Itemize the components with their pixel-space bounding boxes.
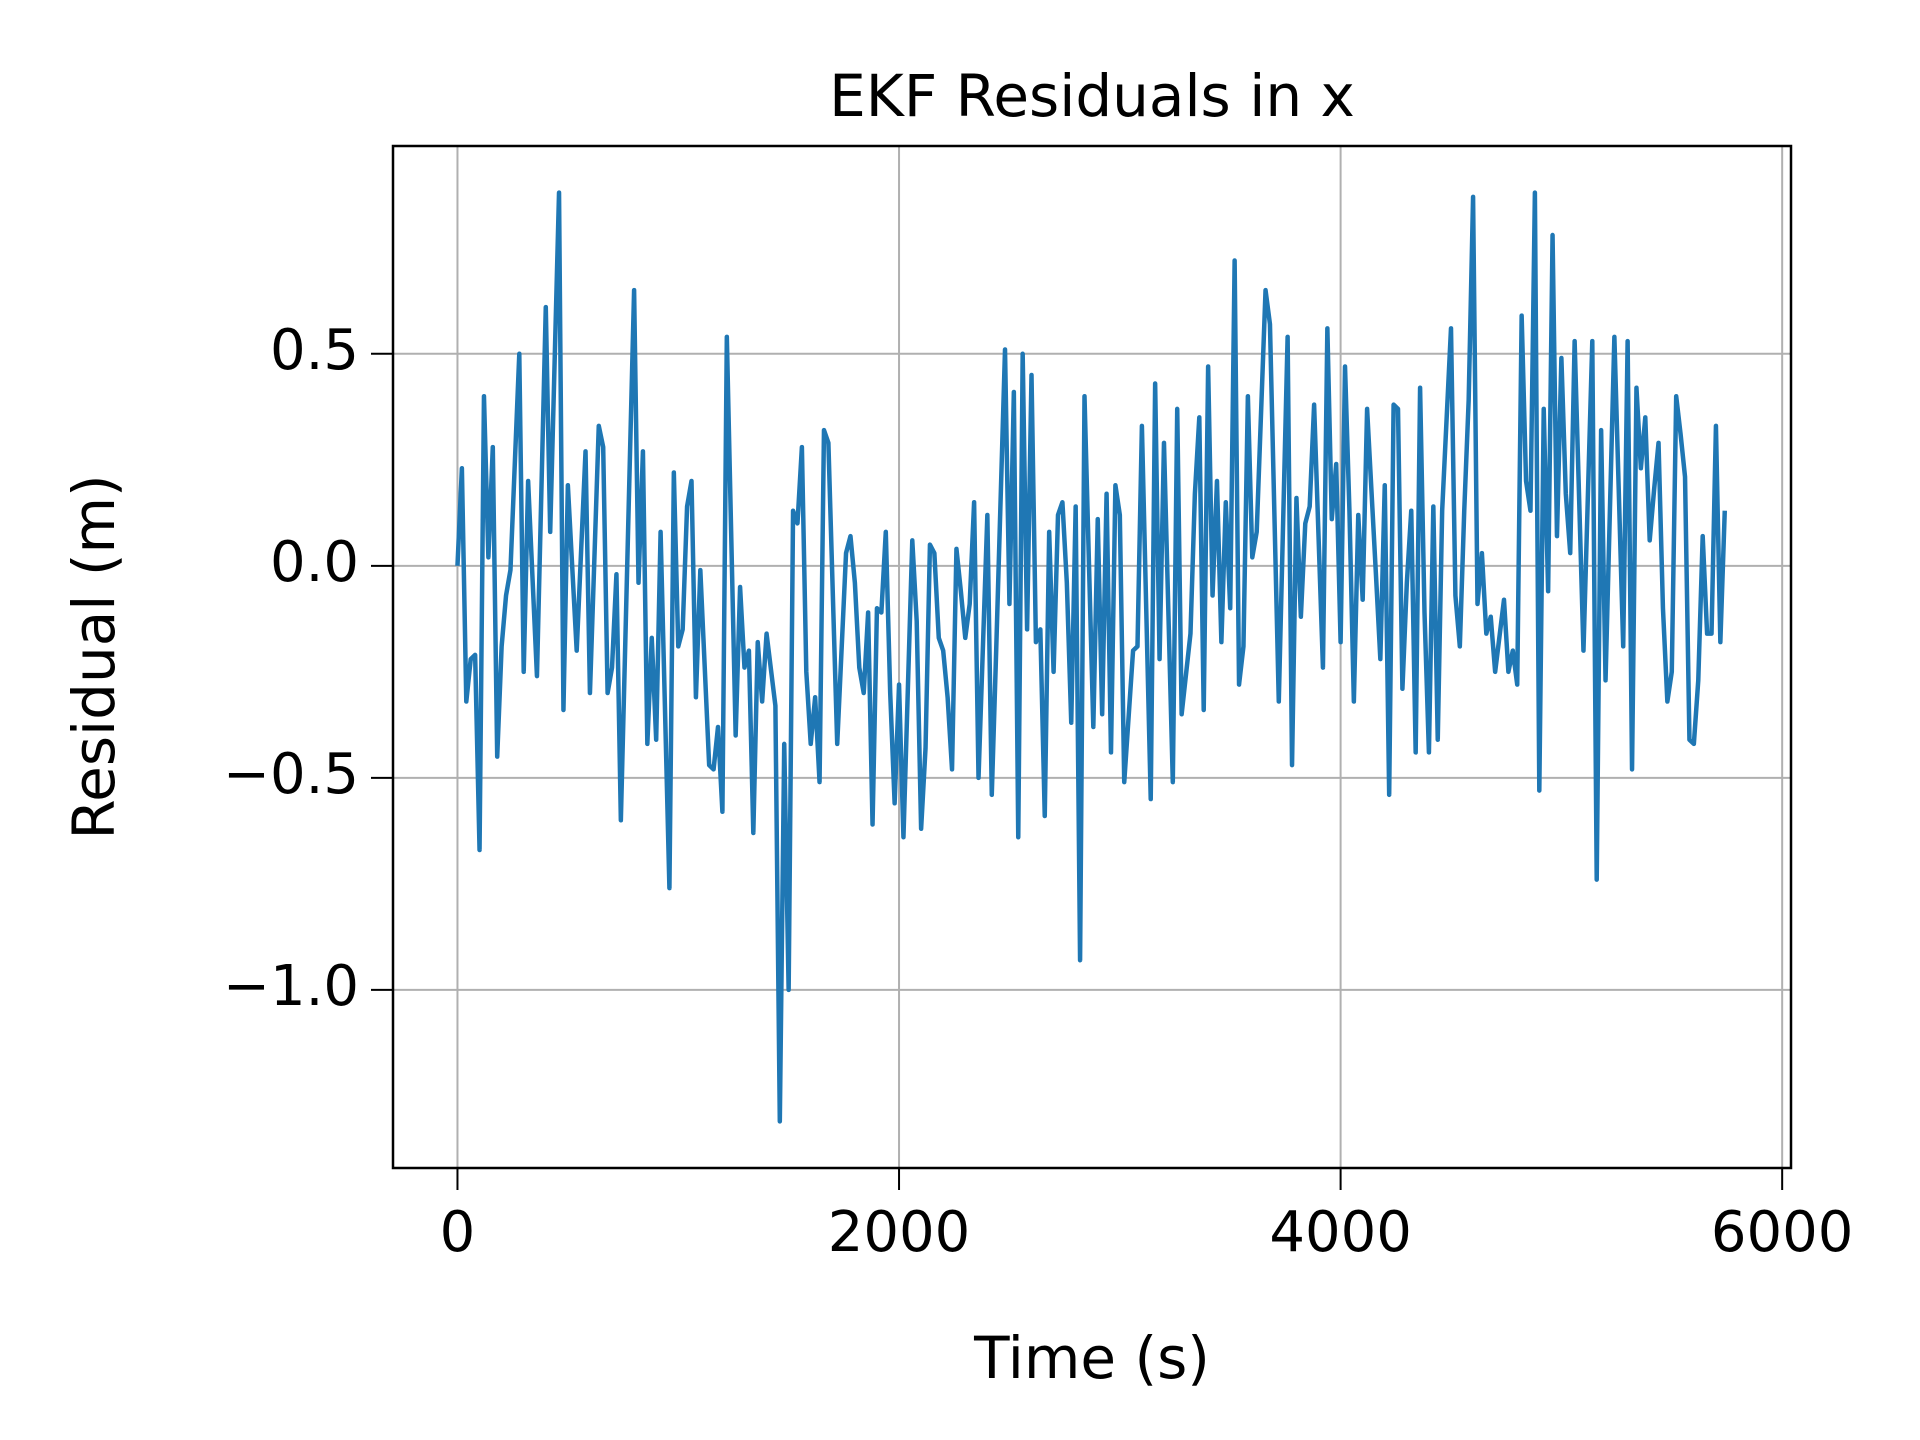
y-axis-label: Residual (m): [60, 474, 128, 839]
x-tick-label: 2000: [828, 1200, 971, 1265]
x-axis-label: Time (s): [973, 1324, 1210, 1392]
plot-frame: [391, 144, 1793, 1170]
x-tick-label: 0: [440, 1200, 476, 1265]
y-tick-label: −0.5: [223, 742, 359, 807]
x-tick-label: 6000: [1711, 1200, 1854, 1265]
chart-title: EKF Residuals in x: [829, 62, 1355, 130]
y-tick-label: −1.0: [223, 954, 359, 1019]
x-tick-label: 4000: [1269, 1200, 1412, 1265]
y-tick-label: 0.0: [270, 530, 359, 595]
y-tick-label: 0.5: [270, 318, 359, 383]
data-line: [455, 190, 1728, 1124]
